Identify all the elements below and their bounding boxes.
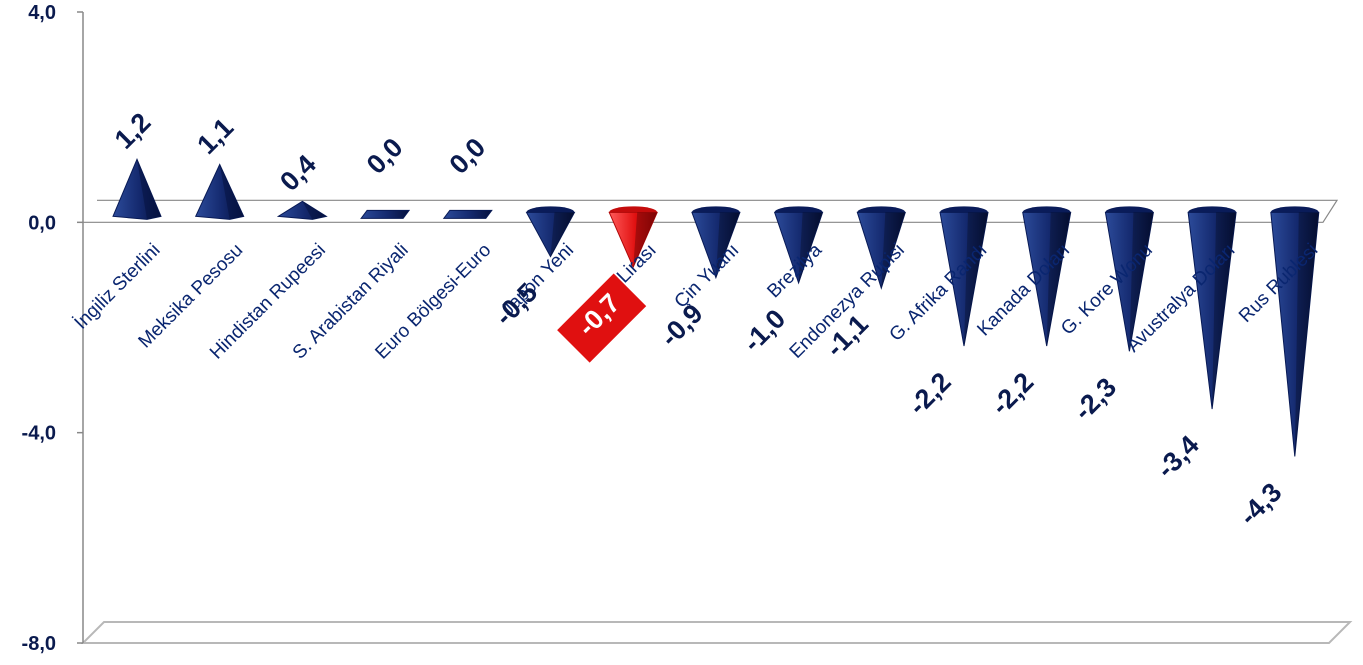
chart-bars bbox=[112, 157, 1320, 457]
bar bbox=[1022, 206, 1072, 347]
chart-floor-plane bbox=[80, 621, 1353, 644]
bar bbox=[276, 200, 328, 220]
y-tick-label: 4,0 bbox=[28, 2, 56, 24]
bar bbox=[194, 163, 245, 220]
value-label: -2,2 bbox=[985, 367, 1039, 421]
y-tick-label: -8,0 bbox=[22, 633, 56, 655]
bar bbox=[1187, 206, 1237, 410]
bar bbox=[856, 206, 906, 290]
value-label: 0,0 bbox=[361, 132, 409, 180]
category-label: İngiliz Sterlini bbox=[71, 240, 165, 334]
bar-highlight bbox=[608, 206, 658, 269]
value-label: -1,0 bbox=[737, 303, 791, 357]
bar bbox=[525, 206, 576, 258]
value-label: -4,3 bbox=[1233, 477, 1287, 531]
bar bbox=[1104, 206, 1154, 352]
value-label: -3,4 bbox=[1151, 430, 1205, 484]
chart-floor bbox=[80, 621, 1353, 644]
bar bbox=[360, 209, 411, 219]
bar bbox=[112, 157, 162, 220]
value-label: -2,2 bbox=[903, 367, 957, 421]
bar bbox=[939, 206, 989, 347]
value-labels: 1,2 1,10,4 0,0 0,0-0,5 -0,7 -0,9 -1,0 -1,1-2,2-… bbox=[109, 107, 1288, 531]
value-label: -2,3 bbox=[1068, 372, 1122, 426]
value-label: 0,0 bbox=[444, 132, 492, 180]
bar bbox=[442, 209, 493, 219]
value-label: 1,1 bbox=[191, 112, 239, 160]
bar bbox=[1270, 206, 1320, 457]
value-label: -0,9 bbox=[654, 298, 708, 352]
y-tick-label: -4,0 bbox=[22, 423, 56, 445]
value-label-highlight-bg bbox=[557, 273, 647, 363]
value-label: 0,4 bbox=[274, 149, 322, 197]
bar bbox=[691, 206, 741, 280]
y-tick-label: 0,0 bbox=[28, 212, 56, 234]
bar bbox=[773, 206, 824, 285]
value-label: 1,2 bbox=[109, 107, 157, 155]
